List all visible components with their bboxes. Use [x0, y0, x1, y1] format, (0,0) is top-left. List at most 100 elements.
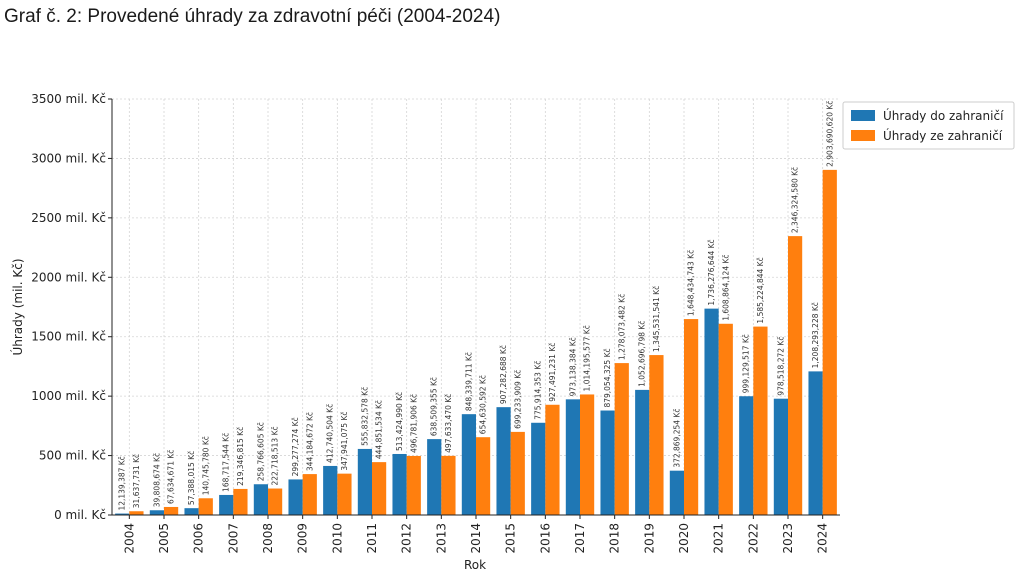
bar-incoming-2006: [198, 498, 213, 515]
data-label: 168,717,544 Kč: [222, 433, 231, 492]
bar-incoming-2012: [406, 455, 421, 515]
data-label: 978,518,272 Kč: [776, 337, 785, 396]
data-label: 555,832,578 Kč: [360, 387, 369, 446]
bar-incoming-2016: [545, 404, 560, 515]
x-tick-label: 2010: [330, 523, 344, 554]
x-tick-label: 2022: [746, 523, 760, 554]
legend-swatch: [851, 110, 875, 121]
bar-outgoing-2024: [808, 371, 823, 515]
bars: [115, 169, 837, 516]
data-label: 412,740,504 Kč: [326, 404, 335, 463]
x-tick-label: 2020: [677, 523, 691, 554]
bar-incoming-2011: [372, 462, 387, 515]
data-label: 372,869,254 Kč: [672, 409, 681, 468]
bar-outgoing-2006: [184, 508, 199, 515]
x-tick-label: 2004: [122, 523, 136, 554]
data-label: 31,637,731 Kč: [132, 454, 141, 508]
data-label: 2,903,690,620 Kč: [825, 101, 834, 167]
bar-incoming-2005: [164, 506, 179, 515]
data-label: 140,745,780 Kč: [201, 436, 210, 495]
bar-outgoing-2010: [323, 465, 338, 515]
bar-incoming-2009: [302, 474, 317, 515]
data-label: 513,424,990 Kč: [395, 392, 404, 451]
data-label: 1,052,696,798 Kč: [638, 321, 647, 387]
data-label: 39,808,674 Kč: [152, 453, 161, 507]
x-tick-label: 2015: [504, 523, 518, 554]
data-label: 219,346,815 Kč: [236, 427, 245, 486]
bar-outgoing-2007: [219, 494, 234, 515]
bar-incoming-2019: [649, 355, 664, 515]
y-tick-label: 3500 mil. Kč: [31, 92, 106, 106]
data-label: 1,345,531,541 Kč: [652, 286, 661, 352]
x-axis-label: Rok: [464, 558, 486, 572]
data-label: 497,633,470 Kč: [444, 394, 453, 453]
y-tick-label: 500 mil. Kč: [39, 449, 106, 463]
x-tick-label: 2023: [781, 523, 795, 554]
bar-incoming-2015: [510, 431, 525, 515]
bar-incoming-2008: [268, 488, 283, 515]
x-tick-label: 2012: [400, 523, 414, 554]
page-title: Graf č. 2: Provedené úhrady za zdravotní…: [4, 6, 501, 27]
data-label: 299,277,274 Kč: [291, 417, 300, 476]
x-tick-label: 2016: [538, 523, 552, 554]
x-tick-label: 2008: [261, 523, 275, 554]
bar-outgoing-2009: [288, 479, 303, 515]
bar-incoming-2022: [753, 326, 768, 515]
bar-incoming-2021: [718, 323, 733, 515]
y-tick-label: 3000 mil. Kč: [31, 151, 106, 165]
data-label: 699,233,909 Kč: [513, 370, 522, 429]
x-tick-label: 2009: [296, 523, 310, 554]
data-label: 2,346,324,580 Kč: [791, 167, 800, 233]
data-label: 1,736,276,644 Kč: [707, 239, 716, 305]
data-label: 879,054,325 Kč: [603, 348, 612, 407]
bar-incoming-2023: [788, 236, 803, 515]
bar-incoming-2014: [476, 437, 491, 515]
data-label: 1,608,864,124 Kč: [721, 254, 730, 320]
bar-outgoing-2014: [461, 414, 476, 515]
data-label: 444,851,534 Kč: [375, 400, 384, 459]
data-label: 1,648,434,743 Kč: [687, 250, 696, 316]
bar-incoming-2010: [337, 473, 352, 515]
bar-outgoing-2013: [427, 439, 442, 515]
axes: 0 mil. Kč 500 mil. Kč 1000 mil. Kč 1500 mil…: [31, 92, 840, 554]
x-tick-label: 2007: [226, 523, 240, 554]
bar-incoming-2020: [684, 319, 699, 515]
legend: Úhrady do zahraničí Úhrady ze zahraničí: [842, 101, 1015, 150]
data-label: 1,278,073,482 Kč: [617, 294, 626, 360]
x-tick-label: 2014: [469, 523, 483, 554]
y-tick-label: 0 mil. Kč: [54, 508, 106, 522]
bar-outgoing-2004: [115, 513, 130, 515]
legend-swatch: [851, 130, 875, 141]
bar-incoming-2017: [580, 394, 595, 515]
x-tick-label: 2013: [434, 523, 448, 554]
data-label: 638,509,355 Kč: [430, 377, 439, 436]
bar-outgoing-2023: [773, 398, 788, 515]
data-label: 258,766,605 Kč: [256, 422, 265, 481]
data-label: 654,630,592 Kč: [479, 375, 488, 434]
legend-label: Úhrady ze zahraničí: [883, 128, 1003, 143]
bar-incoming-2024: [822, 169, 837, 516]
x-tick-label: 2024: [816, 523, 830, 554]
data-label: 999,129,517 Kč: [742, 334, 751, 393]
y-tick-label: 1000 mil. Kč: [31, 389, 106, 403]
y-tick-label: 1500 mil. Kč: [31, 330, 106, 344]
y-tick-label: 2000 mil. Kč: [31, 270, 106, 284]
bar-outgoing-2021: [704, 308, 719, 515]
bar-outgoing-2012: [392, 453, 407, 515]
legend-box: [842, 101, 1015, 150]
data-label: 347,941,075 Kč: [340, 412, 349, 471]
data-label: 775,914,353 Kč: [534, 361, 543, 420]
data-label: 848,339,711 Kč: [464, 352, 473, 411]
bar-outgoing-2019: [635, 389, 650, 515]
bar-outgoing-2016: [531, 422, 546, 515]
data-label: 496,781,906 Kč: [409, 394, 418, 453]
bar-outgoing-2022: [739, 396, 754, 515]
data-label: 222,718,513 Kč: [271, 426, 280, 485]
y-tick-label: 2500 mil. Kč: [31, 211, 106, 225]
bar-outgoing-2018: [600, 410, 615, 515]
bar-outgoing-2005: [149, 510, 164, 515]
data-label: 57,388,015 Kč: [187, 451, 196, 505]
bar-incoming-2018: [614, 363, 629, 515]
bar-outgoing-2020: [669, 470, 684, 515]
